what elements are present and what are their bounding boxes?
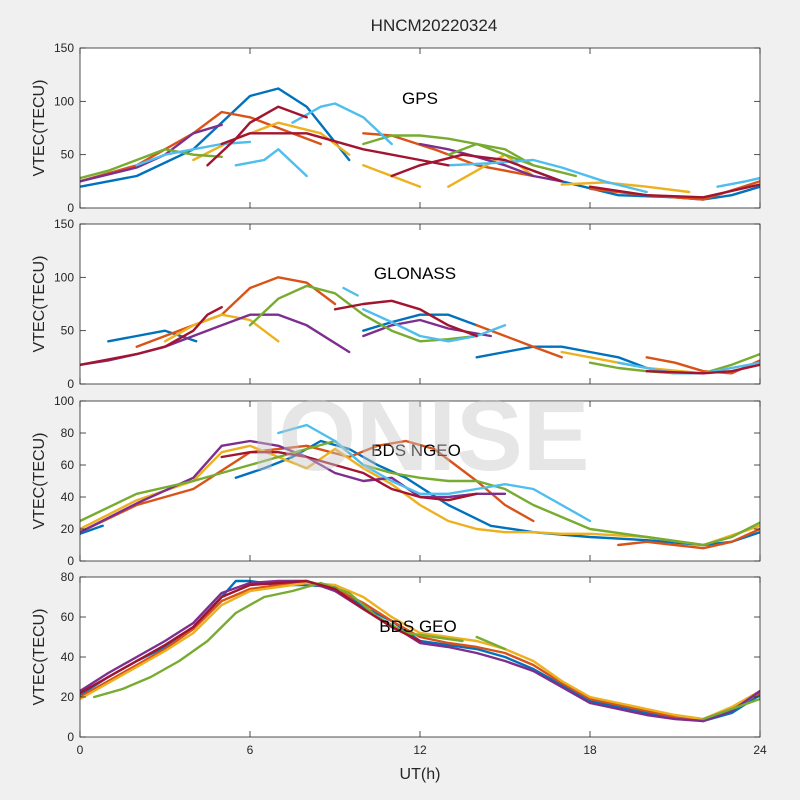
series-line [220, 132, 450, 167]
y-tick-label: 20 [61, 522, 75, 536]
plot-area [80, 48, 760, 208]
y-tick-label: 50 [61, 148, 75, 162]
watermark: IONISE [251, 380, 590, 492]
x-tick-label: 18 [583, 743, 597, 757]
y-axis-label: VTEC(TECU) [31, 80, 48, 177]
series-group [80, 276, 760, 375]
series-group [80, 87, 760, 201]
series-line [333, 299, 478, 338]
series-group [80, 423, 760, 550]
y-tick-label: 40 [61, 650, 75, 664]
series-line [362, 308, 507, 343]
series-line [80, 579, 422, 695]
figure-title: HNCM20220324 [371, 16, 498, 35]
panel-label: GPS [402, 89, 438, 108]
x-tick-label: 6 [247, 743, 254, 757]
x-tick-label: 0 [77, 743, 84, 757]
y-tick-label: 60 [61, 458, 75, 472]
series-line [80, 439, 760, 547]
series-line [80, 439, 507, 534]
series-line [291, 102, 393, 146]
series-line [418, 142, 563, 183]
y-tick-label: 0 [67, 377, 74, 391]
series-line [80, 524, 104, 535]
series-line [277, 423, 592, 523]
x-axis-label: UT(h) [400, 766, 441, 783]
series-line [107, 329, 198, 343]
series-line [80, 306, 223, 366]
x-tick-label: 24 [753, 743, 767, 757]
series-line [560, 181, 691, 194]
series-line [702, 697, 760, 721]
y-axis-label: VTEC(TECU) [31, 256, 48, 353]
series-line [234, 148, 308, 178]
y-tick-label: 50 [61, 324, 75, 338]
y-tick-label: 100 [54, 94, 74, 108]
y-tick-label: 100 [54, 394, 74, 408]
y-axis-label: VTEC(TECU) [31, 433, 48, 530]
y-tick-label: 80 [61, 570, 75, 584]
y-tick-label: 0 [67, 554, 74, 568]
panel-label: GLONASS [374, 264, 456, 283]
panel-label: BDS NGEO [371, 441, 461, 460]
series-line [80, 579, 760, 723]
series-line [206, 105, 308, 167]
series-line [80, 581, 760, 721]
panel-1: 0 50 100 150 VTEC(TECU) GLONASS [31, 217, 761, 391]
y-tick-label: 40 [61, 490, 75, 504]
series-line [617, 527, 760, 550]
panel-0: 0 50 100 150 VTEC(TECU) GPS [31, 41, 761, 215]
series-line [135, 276, 337, 348]
series-line [80, 148, 223, 180]
y-tick-label: 60 [61, 610, 75, 624]
series-group [80, 579, 760, 723]
series-line [390, 153, 563, 183]
series-line [80, 439, 535, 534]
y-tick-label: 0 [67, 201, 74, 215]
series-line [220, 451, 478, 502]
series-line [80, 87, 351, 188]
series-line [588, 183, 760, 199]
series-line [645, 363, 760, 375]
series-line [447, 142, 535, 167]
series-line [447, 158, 648, 194]
y-tick-label: 80 [61, 426, 75, 440]
series-line [80, 581, 760, 723]
y-tick-label: 150 [54, 217, 74, 231]
series-line [716, 176, 760, 188]
x-tick-label: 12 [413, 743, 427, 757]
series-line [342, 286, 359, 297]
panel-label: BDS GEO [379, 617, 456, 636]
y-tick-label: 20 [61, 690, 75, 704]
series-line [163, 313, 280, 343]
panel-2: 0 20 40 60 80 100 VTEC(TECU) BDS NGEO [31, 394, 761, 568]
y-axis-label: VTEC(TECU) [31, 609, 48, 706]
series-line [80, 444, 760, 547]
y-tick-label: 0 [67, 730, 74, 744]
panel-3: 0 6 12 18 24 0 20 40 60 80 VTEC(TECU) BDS GEO [31, 570, 767, 757]
y-tick-label: 100 [54, 270, 74, 284]
series-line [475, 635, 507, 651]
y-tick-label: 150 [54, 41, 74, 55]
